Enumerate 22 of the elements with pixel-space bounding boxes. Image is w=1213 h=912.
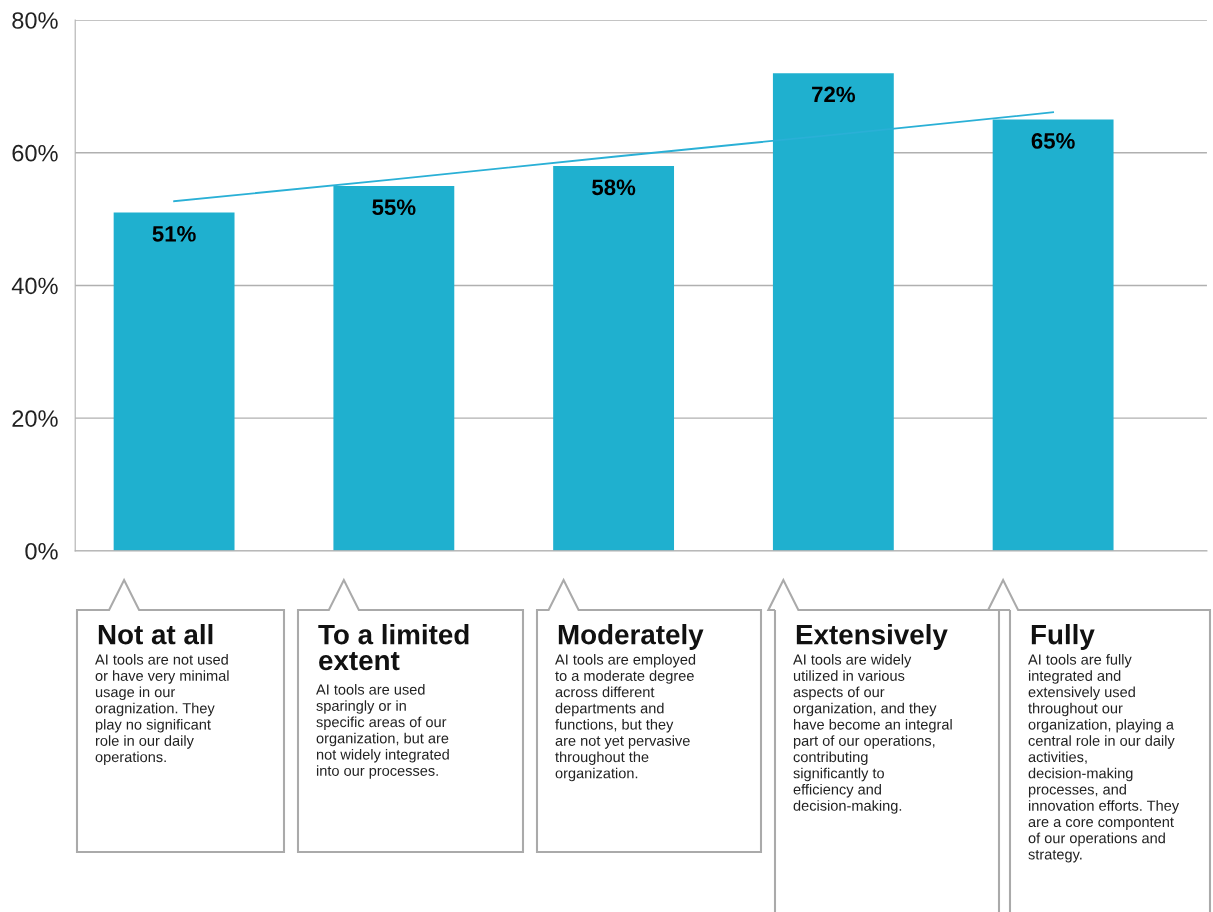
y-tick-label: 60% (12, 144, 58, 162)
x-tick-label: Extensively (796, 624, 948, 650)
bar (553, 166, 675, 551)
data-label: 72% (812, 86, 856, 103)
data-label: 51% (152, 225, 196, 242)
x-tick-label: Not at all (98, 624, 213, 645)
y-tick-label: 40% (11, 277, 58, 295)
data-label: 58% (592, 179, 636, 196)
data-label: 55% (372, 199, 416, 216)
text: AI tools are used sparingly or in specific areas of our organization, but are not widely integrated into our processes. (316, 684, 449, 779)
x-tick-label: Fully (1031, 624, 1095, 650)
y-tick-label: 20% (12, 410, 58, 427)
x-tick-label: To a limited extent (318, 624, 469, 671)
text: AI tools are fully integrated and extensively used throughout our organization, playing a central role in our daily activities, decision-making processes, and innovation efforts. They are a core compontent of our operations and strategy. (1028, 654, 1180, 863)
data-label: 65% (1031, 133, 1075, 149)
y-tick-label: 80% (12, 12, 58, 29)
text: AI tools are widely utilized in various aspects of our organization, and they have become an integral part of our operations, contributing significantly to efficiency and decision-making. (793, 654, 952, 814)
x-tick-label: Moderately (558, 624, 704, 650)
text: AI tools are employed to a moderate degree across different departments and functions, but they are not yet pervasive throughout the organization. (555, 654, 696, 782)
y-tick-label: 0% (25, 542, 58, 560)
bar (113, 212, 235, 551)
text: AI tools are not used or have very minimal usage in our oragnization. They play no significant role in our daily operations. (95, 654, 229, 766)
